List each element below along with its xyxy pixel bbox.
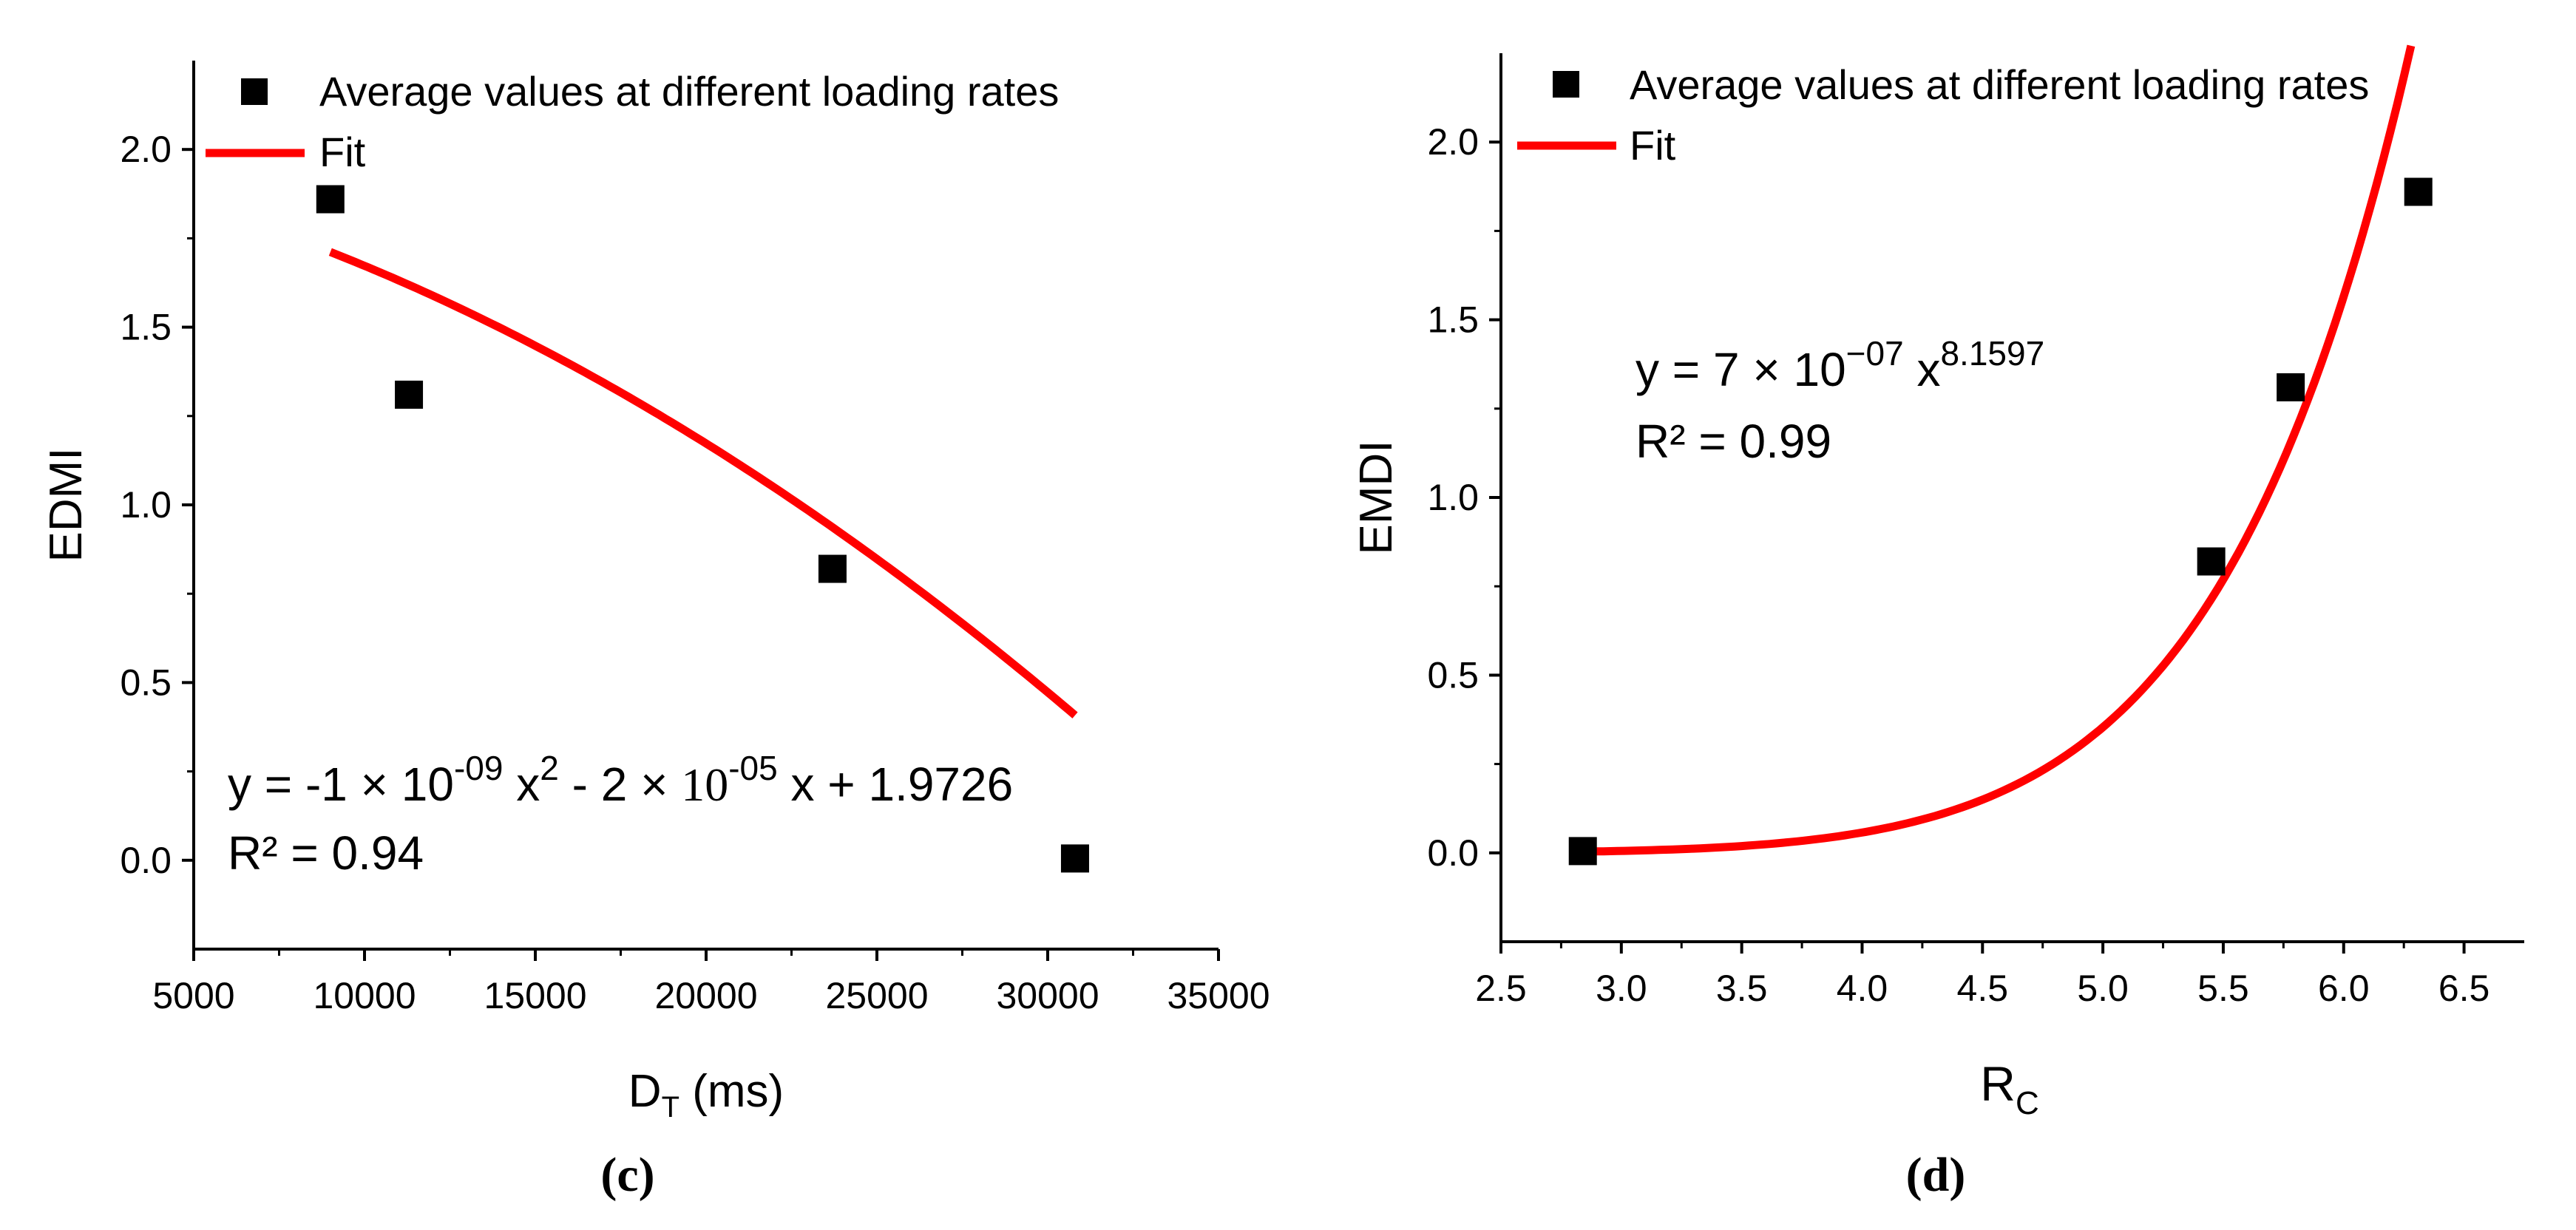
x-ticks: 5000 10000 15000 20000 25000 30000 35000 <box>152 949 1270 1016</box>
eq-tail: x + 1.9726 <box>778 758 1013 811</box>
panel-label-d: (d) <box>1906 1148 1966 1202</box>
panel-label-c: (c) <box>600 1148 654 1202</box>
x-tick-label: 15000 <box>484 975 586 1016</box>
y-tick-label: 0.0 <box>1427 832 1479 874</box>
y-tick-label: 0.5 <box>120 662 172 703</box>
r-squared: R² = 0.94 <box>228 826 424 880</box>
x-tick-label: 30000 <box>996 975 1099 1016</box>
y-axis-title: EMDI <box>1351 441 1402 555</box>
r-squared: R² = 0.99 <box>1636 415 1831 468</box>
data-point <box>316 185 345 214</box>
y-ticks: 0.0 0.5 1.0 1.5 2.0 <box>1427 121 1501 874</box>
y-tick-label: 1.0 <box>1427 477 1479 518</box>
data-point <box>818 554 847 583</box>
x-tick-label: 2.5 <box>1475 968 1527 1009</box>
x-axis-title-main: D <box>628 1066 662 1117</box>
y-tick-label: 1.5 <box>1427 299 1479 341</box>
data-point <box>2404 177 2433 206</box>
y-ticks: 0.0 0.5 1.0 1.5 2.0 <box>120 129 194 881</box>
x-tick-label: 6.0 <box>2318 968 2370 1009</box>
chart-panel-d: 0.0 0.5 1.0 1.5 2.0 2.5 3.0 3.5 4.0 4.5 5.0 5.5 6.0… <box>1351 44 2524 1202</box>
eq-x: x <box>1904 343 1941 396</box>
data-points <box>316 185 1089 873</box>
y-tick-label: 2.0 <box>120 129 172 170</box>
fit-equation: y = -1 × 10-09 x2 - 2 × 10-05 x + 1.9726 <box>228 749 1013 811</box>
x-axis-title-units: (ms) <box>679 1066 784 1117</box>
x-tick-label: 10000 <box>313 975 416 1016</box>
x-tick-label: 5.0 <box>2077 968 2129 1009</box>
data-points <box>1568 177 2433 866</box>
x-ticks: 2.5 3.0 3.5 4.0 4.5 5.0 5.5 6.0 6.5 <box>1475 942 2489 1009</box>
x-axis-title-subscript: T <box>662 1091 679 1124</box>
legend-scatter-marker <box>241 78 268 105</box>
fit-equation: y = 7 × 10−07 x8.1597 <box>1636 334 2044 396</box>
x-tick-label: 25000 <box>825 975 928 1016</box>
fit-curve <box>328 248 1078 718</box>
x-axis-title-subscript: C <box>2016 1085 2039 1121</box>
x-axis-title-main: R <box>1980 1056 2016 1111</box>
eq-x: x <box>503 758 540 811</box>
eq-exp3: -05 <box>728 749 777 787</box>
y-tick-label: 1.0 <box>120 484 172 526</box>
data-point <box>1568 837 1597 866</box>
y-tick-label: 0.5 <box>1427 654 1479 696</box>
x-tick-label: 5.5 <box>2197 968 2249 1009</box>
y-tick-label: 1.5 <box>120 307 172 348</box>
x-tick-label: 35000 <box>1167 975 1270 1016</box>
data-point <box>395 380 424 409</box>
eq-exp1: -09 <box>454 749 503 787</box>
eq-exp1: −07 <box>1846 334 1904 373</box>
legend-scatter-marker <box>1553 71 1579 98</box>
legend-fit-label: Fit <box>319 129 366 175</box>
fit-curve <box>1582 44 2416 856</box>
chart-panel-c: 0.00.51.01.52.0 5000 10000 15000 20000 25000… <box>41 61 1270 1202</box>
eq-ten: 10 <box>681 758 728 811</box>
eq-minus: - 2 × <box>559 758 681 811</box>
x-tick-label: 20000 <box>654 975 757 1016</box>
eq-exp2: 8.1597 <box>1940 334 2044 373</box>
eq-lead: y = 7 × 10 <box>1636 343 1846 396</box>
y-axis-title: EDMI <box>41 448 92 563</box>
x-tick-label: 5000 <box>152 975 234 1016</box>
x-tick-label: 3.5 <box>1716 968 1768 1009</box>
panel-letter: c <box>617 1148 638 1202</box>
x-axis-title: DT (ms) <box>628 1066 784 1124</box>
y-tick-label: 2.0 <box>1427 121 1479 163</box>
data-point <box>2197 547 2226 576</box>
legend: Average values at different loading rate… <box>206 68 1059 175</box>
data-point <box>2277 373 2305 401</box>
eq-lead: y = -1 × 10 <box>228 758 454 811</box>
x-tick-label: 6.5 <box>2438 968 2490 1009</box>
legend-scatter-label: Average values at different loading rate… <box>1630 61 2369 108</box>
x-tick-label: 4.0 <box>1837 968 1888 1009</box>
x-tick-label: 3.0 <box>1596 968 1647 1009</box>
eq-exp2: 2 <box>540 749 559 787</box>
x-axis-title: RC <box>1980 1056 2038 1121</box>
legend: Average values at different loading rate… <box>1517 61 2369 169</box>
panel-letter: d <box>1922 1148 1950 1202</box>
x-tick-label: 4.5 <box>1957 968 2009 1009</box>
data-point <box>1060 844 1089 873</box>
y-tick-label: 0.0 <box>120 840 172 881</box>
legend-scatter-label: Average values at different loading rate… <box>319 68 1059 115</box>
legend-fit-label: Fit <box>1630 122 1676 169</box>
